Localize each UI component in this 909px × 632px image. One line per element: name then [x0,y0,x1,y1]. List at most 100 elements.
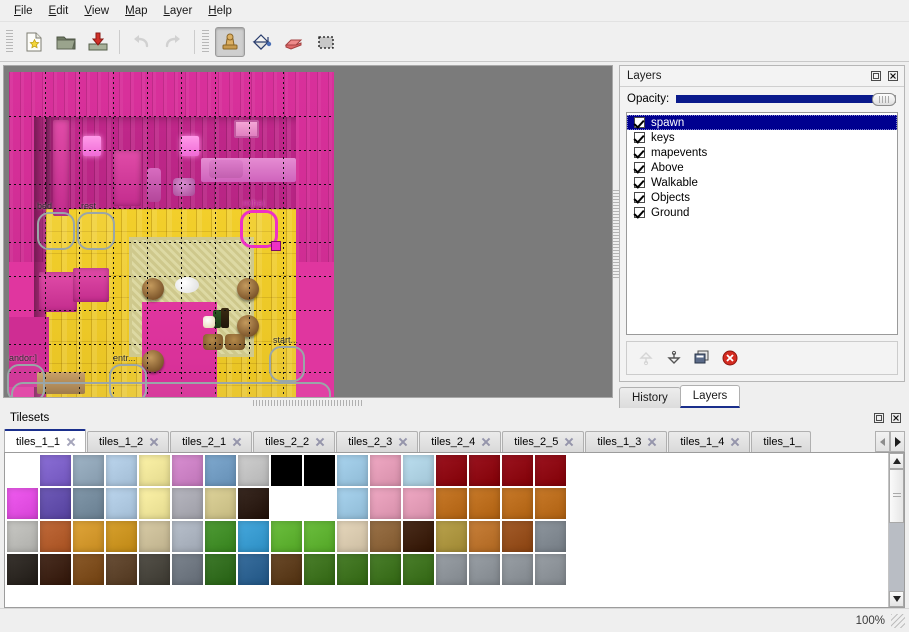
map-canvas-viewport[interactable]: bed rest mihai andor:] entr... [3,65,613,399]
tileset-tile[interactable] [600,454,633,487]
tileset-tab-tiles_2_3[interactable]: tiles_2_3 [336,431,419,452]
layer-visibility-checkbox[interactable] [634,177,645,188]
close-tileset-icon[interactable] [398,437,408,447]
tileset-tile[interactable] [468,487,501,520]
layer-row-keys[interactable]: keys [627,130,897,145]
tileset-tile[interactable] [666,487,699,520]
tileset-tile[interactable] [336,454,369,487]
tileset-tile[interactable] [633,520,666,553]
tileset-tab-tiles_1_1[interactable]: tiles_1_1 [4,429,87,452]
tileset-tile[interactable] [534,553,567,586]
tileset-tile[interactable] [237,487,270,520]
close-tileset-icon[interactable] [149,437,159,447]
tileset-tile[interactable] [501,487,534,520]
tileset-tab-tiles_1_3[interactable]: tiles_1_3 [585,431,668,452]
tileset-tile-grid[interactable] [5,453,888,607]
open-file-icon[interactable] [51,27,81,57]
scroll-tabs-left-icon[interactable] [875,431,890,452]
tileset-tile[interactable] [237,454,270,487]
tileset-tile[interactable] [171,520,204,553]
lower-layer-icon[interactable] [663,347,685,369]
tileset-tab-tiles_1_4[interactable]: tiles_1_4 [668,431,751,452]
tileset-tile[interactable] [567,487,600,520]
tileset-tile[interactable] [336,520,369,553]
tileset-tile[interactable] [369,487,402,520]
tileset-tile[interactable] [204,454,237,487]
tileset-tile[interactable] [633,454,666,487]
float-panel-icon[interactable] [869,69,883,83]
layer-row-objects[interactable]: Objects [627,190,897,205]
tileset-tile[interactable] [72,553,105,586]
tileset-tile[interactable] [72,454,105,487]
tab-layers[interactable]: Layers [679,385,741,408]
tileset-tile[interactable] [303,487,336,520]
layer-row-above[interactable]: Above [627,160,897,175]
close-tileset-icon[interactable] [232,437,242,447]
tileset-scroll-thumb[interactable] [889,469,904,523]
tileset-tile[interactable] [600,487,633,520]
scroll-tabs-right-icon[interactable] [890,431,905,452]
close-tileset-icon[interactable] [481,437,491,447]
map-object-resize-handle[interactable] [271,241,281,251]
tileset-tile[interactable] [138,487,171,520]
tileset-tab-tiles_2_5[interactable]: tiles_2_5 [502,431,585,452]
layer-visibility-checkbox[interactable] [634,132,645,143]
tileset-tile[interactable] [468,553,501,586]
tileset-tile[interactable] [369,553,402,586]
scroll-down-icon[interactable] [889,591,904,607]
tileset-tile[interactable] [204,520,237,553]
rectangle-select-icon[interactable] [311,27,341,57]
tileset-tile[interactable] [633,487,666,520]
tileset-tile[interactable] [501,520,534,553]
tileset-tile[interactable] [270,553,303,586]
map-object-mihai[interactable]: mihai [240,198,281,251]
tileset-tile[interactable] [501,454,534,487]
map-object-entrance[interactable]: entr... [109,353,147,398]
menu-view[interactable]: View [84,4,110,17]
tileset-tile[interactable] [567,553,600,586]
tileset-tile[interactable] [468,520,501,553]
tileset-tile[interactable] [105,487,138,520]
tileset-tile[interactable] [39,520,72,553]
tileset-tile[interactable] [402,454,435,487]
delete-layer-icon[interactable] [719,347,741,369]
close-panel-icon[interactable] [889,411,903,425]
tileset-tile[interactable] [6,553,39,586]
tileset-tile[interactable] [138,553,171,586]
tileset-tile[interactable] [336,553,369,586]
tileset-scrollbar[interactable] [888,453,904,607]
tileset-tile[interactable] [600,553,633,586]
tools-drag-handle[interactable] [202,29,209,54]
tileset-tile[interactable] [105,520,138,553]
tileset-scroll-track[interactable] [889,469,904,591]
menu-help[interactable]: Help [208,4,232,17]
tileset-tile[interactable] [666,454,699,487]
tileset-tile[interactable] [303,553,336,586]
layer-row-spawn[interactable]: spawn [627,115,897,130]
tileset-tile[interactable] [105,553,138,586]
float-panel-icon[interactable] [872,411,886,425]
tileset-tile[interactable] [204,553,237,586]
layer-row-walkable[interactable]: Walkable [627,175,897,190]
layer-visibility-checkbox[interactable] [634,147,645,158]
map-object-start[interactable]: start... [269,335,305,382]
layer-row-mapevents[interactable]: mapevents [627,145,897,160]
tileset-tile[interactable] [336,487,369,520]
tileset-tile[interactable] [534,520,567,553]
new-map-icon[interactable] [19,27,49,57]
layer-visibility-checkbox[interactable] [634,162,645,173]
tileset-tile[interactable] [435,520,468,553]
tileset-tile[interactable] [534,454,567,487]
horizontal-splitter[interactable] [3,398,613,408]
tileset-tile[interactable] [303,520,336,553]
map-object-bed[interactable]: bed [37,201,75,250]
tileset-tile[interactable] [534,487,567,520]
menu-layer[interactable]: Layer [163,4,193,17]
tileset-tile[interactable] [6,487,39,520]
tileset-tile[interactable] [171,454,204,487]
opacity-slider[interactable] [676,92,896,106]
bucket-fill-icon[interactable] [247,27,277,57]
tileset-tile[interactable] [633,553,666,586]
tileset-tile[interactable] [204,487,237,520]
layer-row-ground[interactable]: Ground [627,205,897,220]
